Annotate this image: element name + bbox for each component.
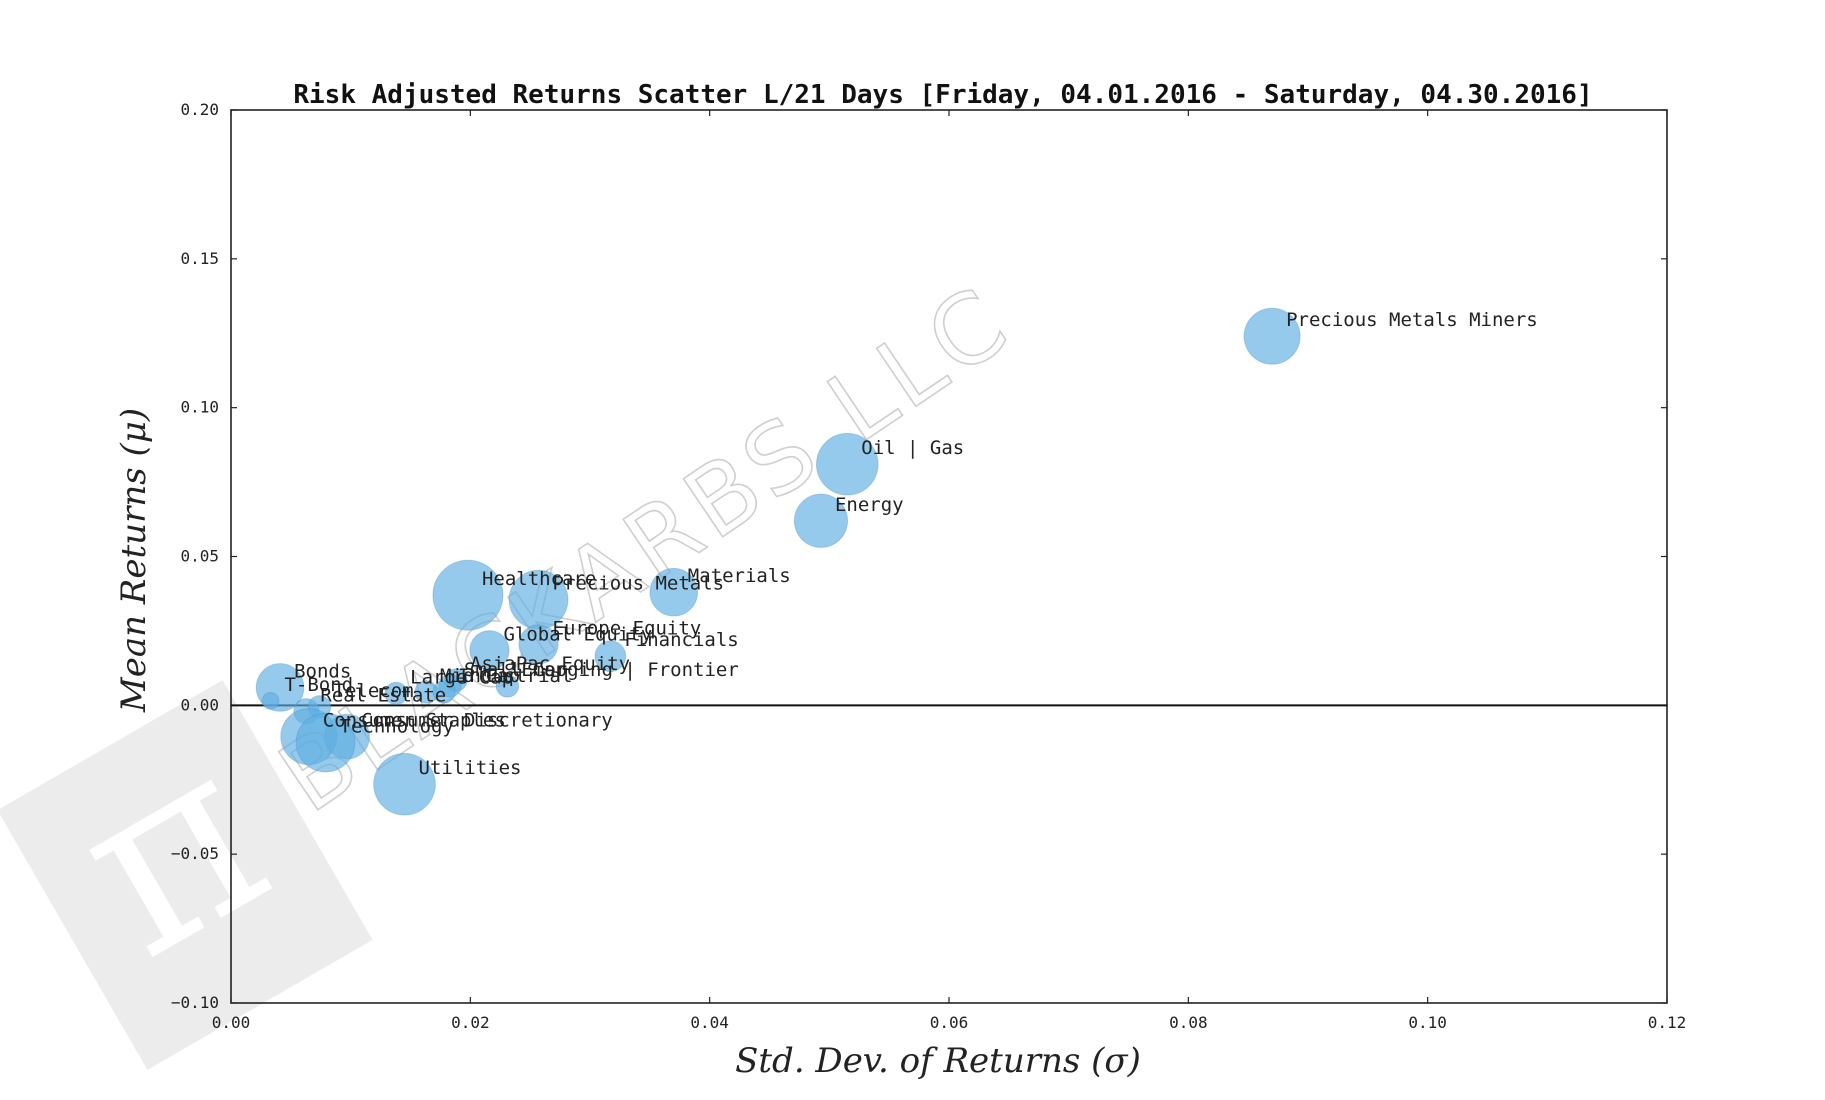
data-point [432, 559, 504, 631]
axis-ticks: 0.00 0.02 0.04 0.06 0.08 0.10 0.12 −0.10 −0.05 0.… [171, 100, 1686, 1032]
point-label: Oil | Gas [861, 437, 964, 459]
data-point [594, 640, 627, 673]
point-label: Global Equity [503, 623, 652, 645]
point-label: Telecom [334, 680, 414, 702]
data-point [1243, 307, 1301, 365]
point-label: Materials [688, 565, 791, 587]
point-label: Mid Cap [440, 665, 520, 687]
data-point [261, 691, 280, 710]
point-label: Precious Metals [553, 573, 725, 595]
point-label: Europe Equity [553, 617, 702, 639]
y-tick-label: 0.00 [180, 695, 219, 714]
y-tick-label: 0.10 [180, 398, 219, 417]
data-points [255, 307, 1301, 816]
point-label: Real Estate [320, 684, 446, 706]
point-label: AsiaPac Equity [470, 653, 630, 675]
point-label: Bonds [294, 660, 351, 682]
y-tick-label: −0.10 [171, 993, 219, 1012]
point-label: Utilities [419, 757, 522, 779]
data-point [414, 680, 438, 704]
x-tick-label: 0.06 [930, 1013, 969, 1032]
data-point [295, 712, 356, 773]
point-label: Small Cap [464, 659, 567, 681]
data-point [495, 674, 520, 698]
point-label: Precious Metals Miners [1286, 309, 1538, 331]
point-label: Financials [624, 629, 738, 651]
data-point [649, 567, 699, 617]
x-tick-label: 0.02 [451, 1013, 490, 1032]
x-axis-label: Std. Dev. of Returns (σ) [735, 1041, 1141, 1081]
y-tick-label: 0.15 [180, 249, 219, 268]
data-point [384, 681, 408, 706]
point-label: Technology [340, 716, 454, 738]
x-tick-label: 0.04 [690, 1013, 729, 1032]
point-label: Large Cap [410, 666, 513, 688]
point-label: T-Bond [284, 674, 353, 696]
point-label: Energy [835, 494, 904, 516]
point-label: Emerging | Frontier [521, 659, 738, 681]
point-labels: Precious Metals Miners Oil | Gas Energy Mat… [284, 309, 1537, 779]
point-label: Industrial [458, 665, 572, 687]
data-point [815, 432, 879, 496]
y-tick-label: 0.05 [180, 547, 219, 566]
x-tick-label: 0.12 [1648, 1013, 1687, 1032]
data-point [469, 630, 510, 671]
watermark-text: BLACKARBS LLC [260, 264, 1030, 834]
point-label: Healthcare [482, 568, 596, 590]
point-label: Consumer Discretionary [361, 710, 613, 732]
data-point [793, 493, 849, 548]
chart-title: Risk Adjusted Returns Scatter L/21 Days … [293, 80, 1592, 110]
x-tick-label: 0.08 [1169, 1013, 1208, 1032]
data-point [518, 624, 559, 665]
y-axis-label: Mean Returns (μ) [114, 408, 154, 713]
y-tick-label: −0.05 [171, 844, 219, 863]
x-tick-label: 0.00 [212, 1013, 251, 1032]
data-point [373, 752, 436, 816]
point-label: Consumer Staples [323, 710, 506, 732]
y-tick-label: 0.20 [180, 100, 219, 119]
plot-frame [230, 109, 1668, 1004]
x-tick-label: 0.10 [1408, 1013, 1447, 1032]
